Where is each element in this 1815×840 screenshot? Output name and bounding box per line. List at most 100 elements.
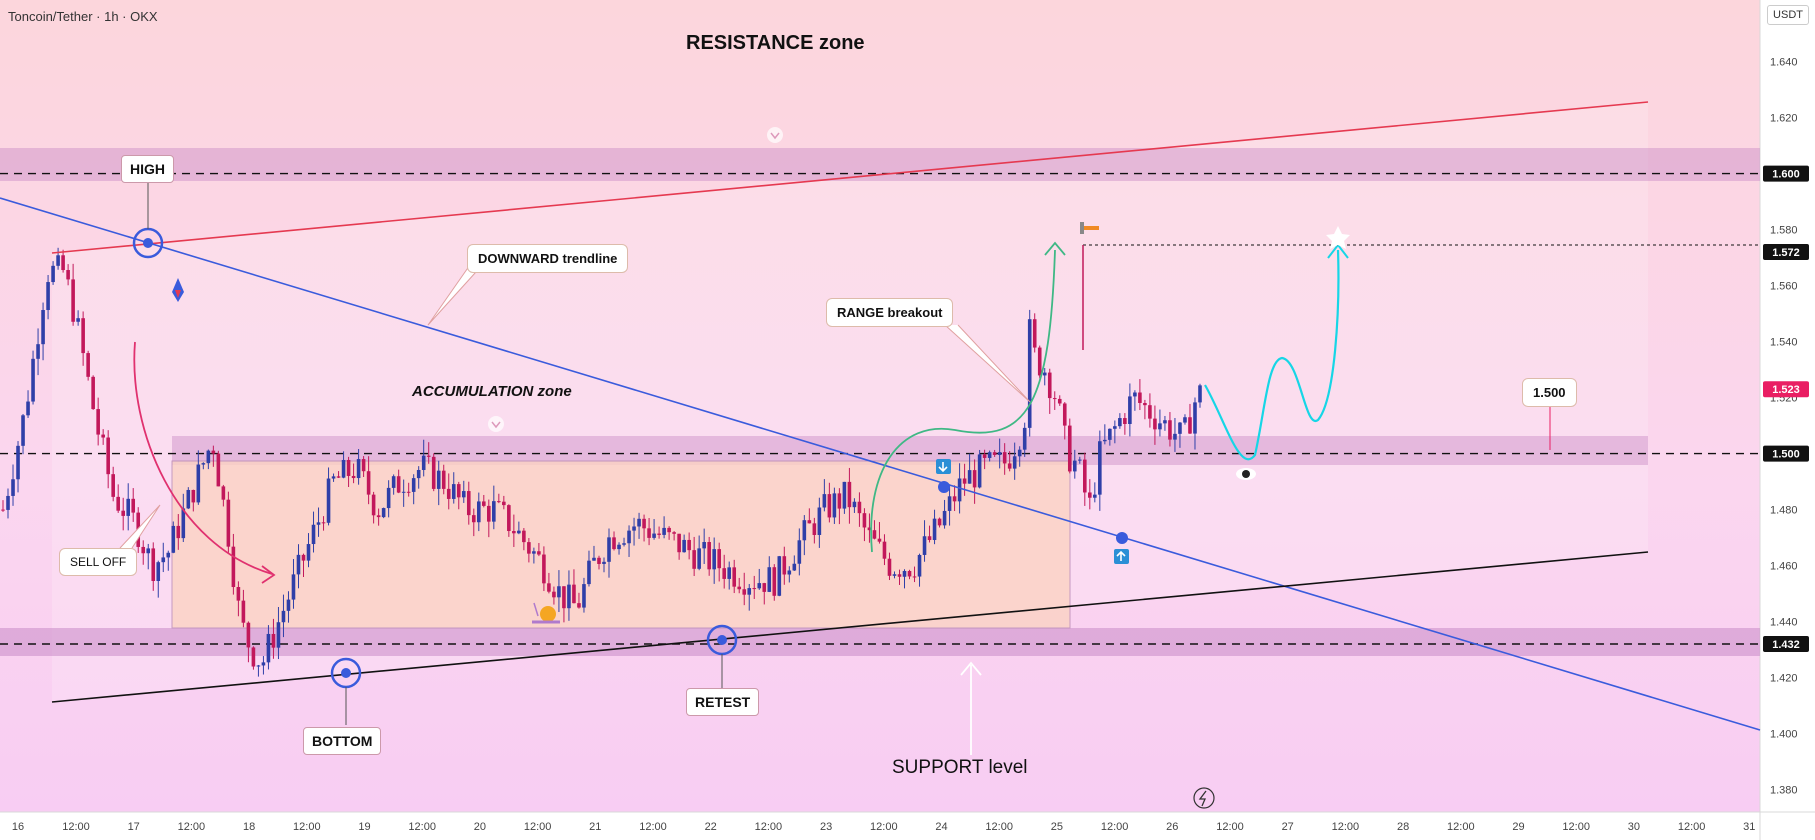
candle-body xyxy=(291,574,296,600)
candle-body xyxy=(216,453,221,487)
candle-body xyxy=(1193,402,1197,434)
candle-body xyxy=(802,520,807,541)
candle-body xyxy=(492,501,496,522)
chart-title: Toncoin/Tether · 1h · OKX xyxy=(8,9,158,24)
rocket-icon xyxy=(172,278,184,302)
candle-body xyxy=(912,576,917,578)
eye-icon xyxy=(1236,468,1256,480)
candle-body xyxy=(947,496,952,511)
candle-body xyxy=(1163,420,1167,424)
candle-body xyxy=(166,552,171,558)
candle-body xyxy=(952,496,957,502)
time-tick-6: 12:00 xyxy=(408,821,436,833)
candle-body xyxy=(647,528,651,538)
resistance-trendline xyxy=(51,101,1649,254)
candle-body xyxy=(366,471,371,495)
candle-body xyxy=(426,455,431,457)
candle-body xyxy=(1173,433,1177,440)
candle-body xyxy=(76,318,80,322)
currency-button[interactable]: USDT xyxy=(1767,5,1809,25)
price-tick-9: 1.560 xyxy=(1770,281,1798,293)
price-tag-bg-0 xyxy=(1763,165,1809,182)
candle-body xyxy=(1133,392,1137,397)
candle-body xyxy=(967,470,972,484)
support-label: SUPPORT level xyxy=(892,757,1028,778)
candle-body xyxy=(31,358,35,402)
candle-body xyxy=(1123,418,1127,425)
candle-body xyxy=(16,445,20,480)
resistance-band xyxy=(0,148,1760,181)
candle-body xyxy=(156,562,161,581)
candle-body xyxy=(782,556,787,575)
high-label: HIGH xyxy=(121,155,174,183)
candle-body xyxy=(61,255,65,271)
candle-body xyxy=(211,450,216,454)
candle-body xyxy=(106,437,110,475)
candle-body xyxy=(742,589,747,595)
candle-body xyxy=(702,542,706,549)
price-tick-10: 1.580 xyxy=(1770,225,1798,237)
candle-body xyxy=(847,481,852,508)
candle-body xyxy=(406,491,411,493)
candle-body xyxy=(597,557,601,564)
candle-body xyxy=(1153,418,1157,430)
candle-body xyxy=(767,567,772,592)
candle-body xyxy=(562,586,566,609)
download-icon xyxy=(936,459,951,474)
candle-body xyxy=(1148,405,1152,419)
down-arrow-icon xyxy=(767,127,783,143)
time-tick-11: 22 xyxy=(705,821,717,833)
candle-body xyxy=(762,583,767,592)
candle-body xyxy=(51,265,55,283)
candle-body xyxy=(602,561,606,564)
candle-body xyxy=(466,491,471,516)
range-callout-pointer xyxy=(944,324,1031,403)
candle-body xyxy=(1118,418,1122,427)
candle-body xyxy=(902,570,907,577)
candle-body xyxy=(326,478,331,523)
candle-body xyxy=(787,570,792,575)
candle-body xyxy=(316,522,321,525)
candle-body xyxy=(632,526,636,531)
time-tick-29: 31 xyxy=(1743,821,1755,833)
projection-path xyxy=(1204,249,1340,461)
bottom-label: BOTTOM xyxy=(303,727,382,755)
candle-body xyxy=(922,536,927,555)
candle-body xyxy=(527,542,531,554)
candle-body xyxy=(987,452,992,458)
candle-body xyxy=(1158,423,1162,430)
time-tick-27: 30 xyxy=(1628,821,1640,833)
candle-body xyxy=(376,515,381,518)
candle-body xyxy=(682,539,686,553)
candle-body xyxy=(356,459,361,479)
time-tick-first: 16 xyxy=(12,821,24,833)
candle-body xyxy=(617,544,621,550)
candle-body xyxy=(1067,425,1072,472)
candle-body xyxy=(1057,398,1062,404)
trendline-break-dot xyxy=(938,481,950,493)
candle-body xyxy=(1007,463,1012,469)
time-tick-28: 12:00 xyxy=(1678,821,1706,833)
candle-body xyxy=(1062,403,1067,426)
candle-body xyxy=(837,493,842,509)
candle-body xyxy=(1083,459,1087,493)
price-tag-0: 1.600 xyxy=(1772,169,1800,181)
candle-body xyxy=(852,501,857,508)
candle-body xyxy=(892,574,897,576)
price-tick-1: 1.400 xyxy=(1770,729,1798,741)
candle-body xyxy=(196,464,201,503)
candle-body xyxy=(502,501,506,506)
candle-body xyxy=(687,539,691,551)
candle-body xyxy=(191,489,196,503)
candle-body xyxy=(777,556,782,596)
price-tick-8: 1.540 xyxy=(1770,337,1798,349)
candle-body xyxy=(992,452,997,455)
candle-body xyxy=(311,524,316,545)
candle-body xyxy=(201,463,206,465)
candle-body xyxy=(522,530,526,543)
range-breakout-label: RANGE breakout xyxy=(826,298,954,327)
candle-body xyxy=(877,538,882,542)
candle-body xyxy=(612,537,616,550)
